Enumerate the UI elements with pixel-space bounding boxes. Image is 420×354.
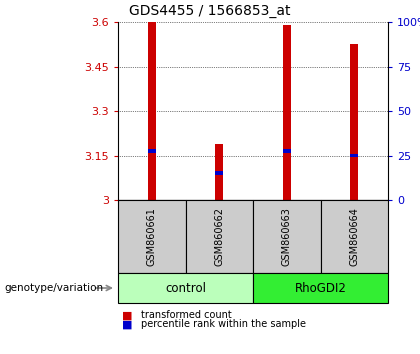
Bar: [215, 171, 223, 175]
Bar: [283, 149, 291, 153]
Text: percentile rank within the sample: percentile rank within the sample: [141, 319, 306, 329]
Text: ■: ■: [122, 310, 133, 320]
Bar: [350, 154, 358, 158]
Bar: [148, 22, 156, 200]
Bar: [350, 44, 358, 200]
Bar: [215, 144, 223, 200]
Text: GSM860663: GSM860663: [282, 207, 292, 266]
Text: transformed count: transformed count: [141, 310, 232, 320]
Text: genotype/variation: genotype/variation: [4, 283, 103, 293]
Text: RhoGDI2: RhoGDI2: [294, 281, 346, 295]
Text: GDS4455 / 1566853_at: GDS4455 / 1566853_at: [129, 5, 291, 18]
Text: GSM860661: GSM860661: [147, 207, 157, 266]
Bar: [283, 25, 291, 200]
Text: control: control: [165, 281, 206, 295]
Text: ■: ■: [122, 319, 133, 329]
Text: GSM860664: GSM860664: [349, 207, 359, 266]
Text: GSM860662: GSM860662: [214, 207, 224, 266]
Bar: [148, 149, 156, 153]
